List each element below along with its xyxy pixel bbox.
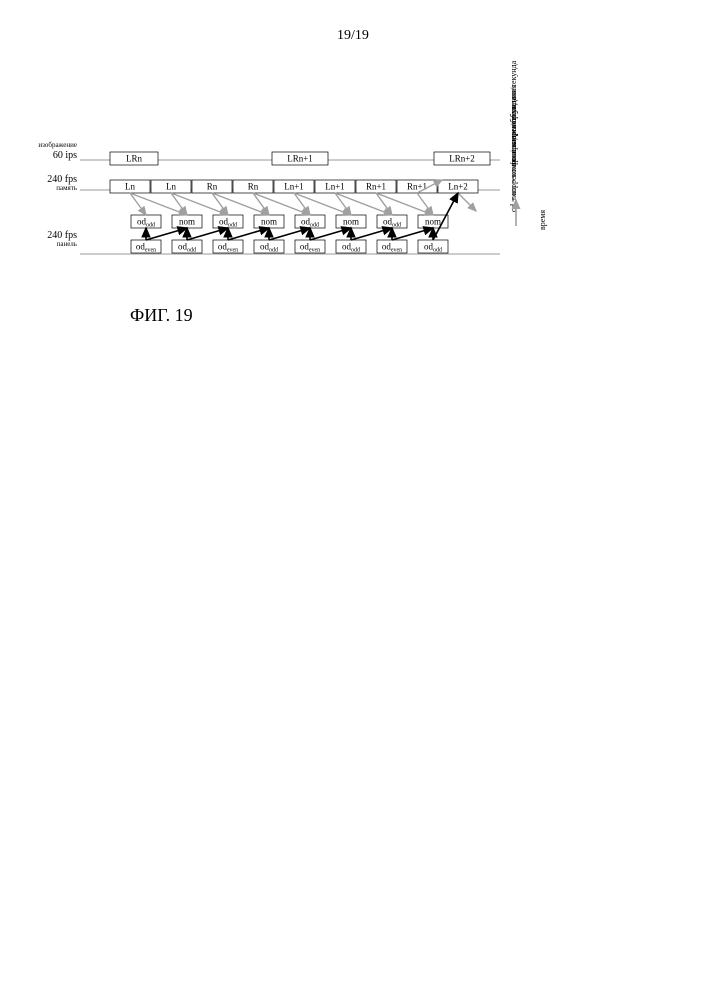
- lbl-panel: панель: [57, 240, 77, 248]
- leg-time: время: [538, 210, 547, 230]
- mem-Rn-a-label: Rn: [207, 182, 218, 192]
- leg-od: od = корректировка перевозбуждения: [509, 84, 518, 212]
- img-LRn2-label: LRn+2: [449, 154, 475, 164]
- mem-Ln-b-label: Ln: [166, 182, 176, 192]
- arrow-black: [392, 228, 433, 240]
- pu-3-label: nom: [261, 217, 277, 227]
- lbl-60ips: 60 ips: [53, 150, 77, 161]
- mem-Rn-b-label: Rn: [248, 182, 259, 192]
- figure-caption: ФИГ. 19: [130, 305, 193, 326]
- img-LRn-label: LRn: [126, 154, 143, 164]
- arrow-gray: [458, 193, 476, 211]
- arrow-black: [187, 228, 228, 240]
- mem-Ln2-label: Ln+2: [448, 182, 468, 192]
- arrow-black: [146, 228, 187, 240]
- mem-Ln-a-label: Ln: [125, 182, 135, 192]
- mem-Ln1-a-label: Ln+1: [284, 182, 304, 192]
- mem-Rn1-a-label: Rn+1: [366, 182, 386, 192]
- pu-5-label: nom: [343, 217, 359, 227]
- lbl-mem: память: [56, 184, 77, 192]
- lbl-image: изображение: [38, 141, 77, 149]
- arrow-black: [269, 228, 310, 240]
- arrow-black: [228, 228, 269, 240]
- pu-1-label: nom: [179, 217, 195, 227]
- arrow-black: [351, 228, 392, 240]
- img-LRn1-label: LRn+1: [287, 154, 313, 164]
- pu-7-label: nom: [425, 217, 441, 227]
- arrow-black: [310, 228, 351, 240]
- timing-diagram: изображение60 ips240 fpsпамять240 fpsпан…: [0, 0, 706, 999]
- mem-Ln1-b-label: Ln+1: [325, 182, 345, 192]
